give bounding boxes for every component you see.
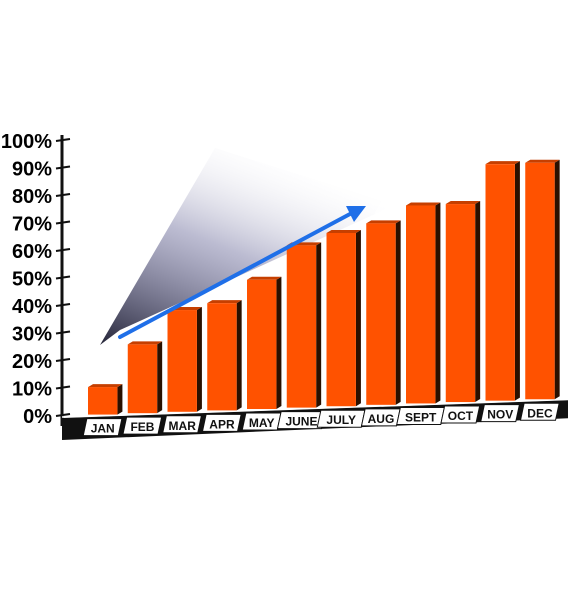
x-tick-label-box [162,415,202,434]
x-tick-label: NOV [487,408,513,422]
y-tick-label: 40% [12,296,52,318]
y-tick-label: 50% [12,269,52,291]
y-tick [55,358,71,362]
y-tick-label: 80% [12,186,52,208]
y-tick [55,138,71,142]
y-tick-label: 70% [12,214,52,236]
bar [286,245,317,408]
x-tick-label: FEB [130,420,154,434]
x-tick-label: AUG [368,412,395,426]
bar-side [196,307,202,412]
trend-shade [100,148,395,345]
y-tick [55,385,71,390]
bar [445,204,476,403]
x-tick-label: JAN [91,422,115,436]
x-tick-label: SEPT [405,410,437,424]
y-tick [55,275,71,280]
bar [127,344,158,414]
y-tick [55,330,71,335]
bar-side [554,159,560,400]
x-tick-label: JULY [326,413,356,427]
bar-top [207,300,242,304]
y-tick-label: 100% [1,131,52,153]
bar-side [316,242,322,408]
bar-top [247,276,282,280]
bar-top [406,202,441,206]
bar-top [326,229,361,233]
y-tick-label: 90% [12,159,52,181]
bar-top [127,341,163,345]
bar [406,205,436,404]
x-axis-line [61,398,569,418]
bar [247,279,277,410]
y-tick [55,220,71,225]
bar-top [485,161,520,165]
x-tick-label: DEC [527,406,553,420]
x-tick-label: OCT [448,409,474,423]
y-tick [55,413,71,417]
y-tick-label: 60% [12,241,52,263]
y-tick-label: 30% [12,324,52,346]
y-tick-label: 10% [12,379,52,401]
bar-side [157,341,163,414]
trend-arrow-line [118,212,352,339]
bar-side [435,202,441,404]
bar-side [355,229,361,407]
bar-side [236,300,242,411]
bar [207,303,237,411]
x-tick-label-box [201,413,242,432]
bar-top [445,201,481,205]
x-tick-label-box [440,405,481,424]
y-tick-label: 0% [23,406,52,428]
bar [88,387,118,415]
x-tick-label: MAY [249,416,275,430]
y-tick [55,193,71,197]
x-tick-label: JUNE [285,415,317,429]
bar-side [395,220,401,405]
y-tick [55,303,71,307]
bar-top [525,159,560,163]
x-tick-label: MAR [169,419,197,433]
bar-side [514,161,520,401]
x-tick-label-box [480,404,520,423]
bar [326,232,356,407]
bar [366,223,396,405]
bar-top [88,384,123,388]
bar-side [475,201,481,403]
bar [525,162,555,400]
x-tick-label-box [82,418,123,437]
x-tick-label-box [519,402,560,421]
bar-side [276,276,282,410]
x-tick-label: APR [209,417,235,431]
y-tick [55,248,71,252]
bar-top [366,220,401,224]
bar-side [117,384,123,415]
y-tick-label: 20% [12,351,52,373]
bar [485,164,515,401]
x-tick-label-box [122,416,163,435]
y-tick [55,165,71,170]
trend-arrow-head [346,206,366,222]
bar [167,310,197,412]
